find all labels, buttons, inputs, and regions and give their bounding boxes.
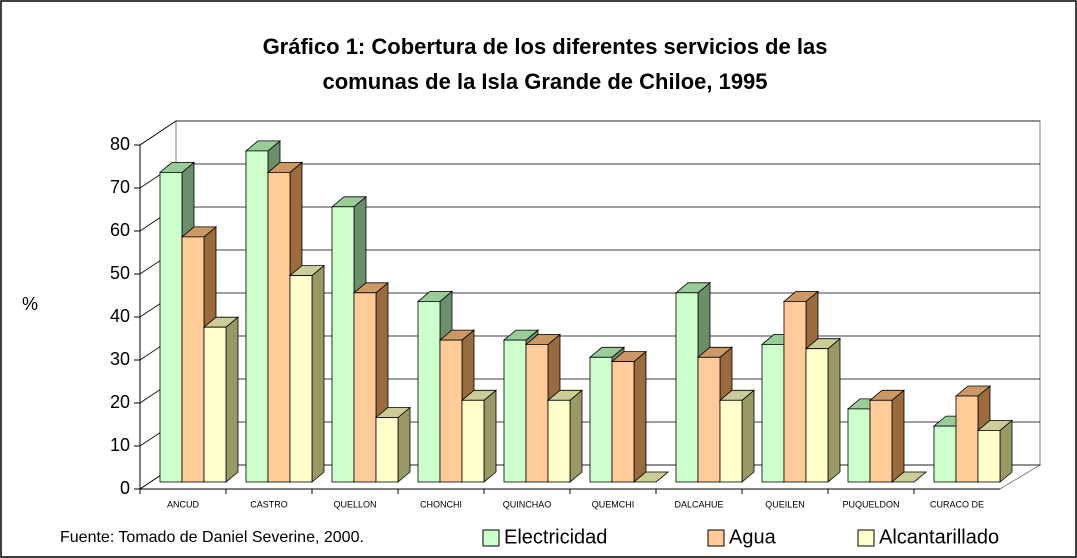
bar bbox=[374, 406, 412, 483]
bar-front bbox=[181, 236, 205, 483]
bar-side bbox=[397, 406, 411, 483]
legend-label: Agua bbox=[729, 526, 777, 548]
bar bbox=[804, 337, 842, 483]
bar bbox=[868, 389, 906, 483]
bar-front bbox=[289, 275, 313, 483]
bar-front bbox=[503, 339, 527, 483]
bar-side bbox=[741, 389, 755, 483]
x-tick-label: DALCAHUE bbox=[674, 499, 723, 509]
bar-front bbox=[417, 300, 441, 483]
bar-front bbox=[783, 300, 807, 483]
x-tick-label: QUEMCHI bbox=[592, 499, 635, 509]
bar bbox=[460, 389, 498, 483]
bar-front bbox=[375, 417, 399, 483]
legend-swatch bbox=[707, 529, 725, 547]
bar bbox=[890, 471, 928, 483]
bar-front bbox=[697, 356, 721, 483]
legend-label: Electricidad bbox=[504, 526, 607, 548]
bar-front bbox=[847, 408, 871, 483]
bar-front bbox=[203, 326, 227, 483]
bar-front bbox=[267, 171, 291, 483]
bar bbox=[546, 389, 584, 483]
grid-line bbox=[139, 120, 1040, 146]
bar-front bbox=[675, 292, 699, 483]
x-tick-label: QUINCHAO bbox=[503, 499, 552, 509]
y-tick-label: 0 bbox=[120, 478, 130, 498]
legend-swatch bbox=[482, 529, 500, 547]
y-tick-label: 10 bbox=[110, 435, 130, 455]
bar-front bbox=[869, 399, 893, 483]
x-tick-label: CHONCHI bbox=[420, 499, 462, 509]
x-tick-label: CASTRO bbox=[250, 499, 288, 509]
x-tick-label: QUEILEN bbox=[765, 499, 805, 509]
bar-top bbox=[632, 471, 670, 483]
bar-front bbox=[331, 206, 355, 483]
bar-side bbox=[633, 350, 647, 483]
bar bbox=[610, 350, 648, 483]
bar-front bbox=[977, 429, 1001, 483]
bar-front bbox=[245, 150, 269, 483]
chart-title: comunas de la Isla Grande de Chiloe, 199… bbox=[322, 69, 767, 94]
y-tick-label: 60 bbox=[110, 220, 130, 240]
bar-front bbox=[955, 395, 979, 483]
y-tick-label: 40 bbox=[110, 306, 130, 326]
bar-side bbox=[827, 337, 841, 483]
y-tick-label: 70 bbox=[110, 177, 130, 197]
chart-title: Gráfico 1: Cobertura de los diferentes s… bbox=[263, 34, 828, 59]
bar-side bbox=[311, 264, 325, 483]
bar-front bbox=[589, 356, 613, 483]
bar bbox=[288, 264, 326, 483]
bar bbox=[718, 389, 756, 483]
bar-side bbox=[569, 389, 583, 483]
bar-front bbox=[805, 348, 829, 483]
bar bbox=[202, 316, 240, 483]
legend-label: Alcantarillado bbox=[879, 526, 999, 548]
y-axis-label: % bbox=[22, 294, 38, 314]
bar-front bbox=[611, 361, 635, 483]
x-tick-label: ANCUD bbox=[167, 499, 200, 509]
y-tick-label: 80 bbox=[110, 134, 130, 154]
bar-side bbox=[483, 389, 497, 483]
legend-swatch bbox=[857, 529, 875, 547]
y-tick-label: 20 bbox=[110, 392, 130, 412]
bar-front bbox=[761, 343, 785, 483]
x-tick-label: CURACO DE bbox=[930, 499, 984, 509]
bar-front bbox=[159, 171, 183, 483]
bar-front bbox=[547, 399, 571, 483]
y-tick-label: 50 bbox=[110, 263, 130, 283]
bar-top bbox=[890, 471, 928, 483]
x-tick-label: QUELLON bbox=[333, 499, 376, 509]
bar-side bbox=[225, 316, 239, 483]
bar-front bbox=[933, 425, 957, 483]
bar-front bbox=[353, 292, 377, 483]
bar-side bbox=[891, 389, 905, 483]
bar bbox=[976, 419, 1014, 483]
bar-side bbox=[999, 419, 1013, 483]
bar-front bbox=[719, 399, 743, 483]
bar bbox=[632, 471, 670, 483]
x-tick-label: PUQUELDON bbox=[842, 499, 899, 509]
y-tick-label: 30 bbox=[110, 349, 130, 369]
bar-front bbox=[525, 343, 549, 483]
bar-front bbox=[461, 399, 485, 483]
bar-front bbox=[439, 339, 463, 483]
source-note: Fuente: Tomado de Daniel Severine, 2000. bbox=[60, 529, 364, 546]
